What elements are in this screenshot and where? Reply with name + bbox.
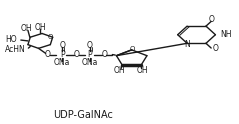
Text: O: O xyxy=(209,15,215,24)
Text: O: O xyxy=(130,46,135,52)
Text: HO: HO xyxy=(5,35,17,44)
Text: O: O xyxy=(59,41,65,50)
Text: N: N xyxy=(184,40,190,49)
Text: O: O xyxy=(212,44,218,53)
Text: ONa: ONa xyxy=(54,59,70,67)
Text: OH: OH xyxy=(136,66,148,75)
Text: OH: OH xyxy=(21,24,33,33)
Text: OH: OH xyxy=(114,66,126,75)
Text: O: O xyxy=(101,50,107,59)
Text: O: O xyxy=(87,41,93,50)
Text: O: O xyxy=(44,50,50,59)
Text: NH: NH xyxy=(221,30,232,39)
Text: OH: OH xyxy=(35,23,46,32)
Text: P: P xyxy=(60,50,65,59)
Text: O: O xyxy=(48,34,53,40)
Text: AcHN: AcHN xyxy=(5,45,26,54)
Text: P: P xyxy=(88,50,92,59)
Text: UDP-GalNAc: UDP-GalNAc xyxy=(53,110,113,120)
Text: ONa: ONa xyxy=(82,59,98,67)
Text: O: O xyxy=(73,50,79,59)
